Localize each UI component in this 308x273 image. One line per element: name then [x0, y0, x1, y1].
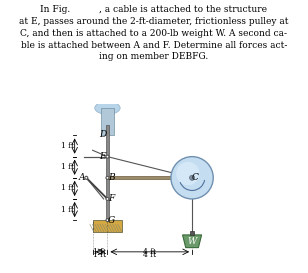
Polygon shape	[183, 235, 202, 248]
Bar	[107, 176, 192, 179]
Circle shape	[106, 155, 109, 158]
Circle shape	[171, 157, 213, 199]
Text: C: C	[192, 173, 199, 182]
Text: B: B	[108, 173, 115, 182]
Circle shape	[106, 219, 109, 222]
Text: G: G	[107, 216, 115, 225]
Ellipse shape	[95, 102, 120, 114]
Text: E: E	[99, 152, 106, 161]
Circle shape	[176, 162, 200, 185]
Circle shape	[189, 175, 195, 180]
Bar	[93, 220, 122, 232]
Text: 1 ft: 1 ft	[61, 184, 74, 192]
Circle shape	[85, 176, 88, 179]
Text: In Fig.          , a cable is attached to the structure
at E, passes around the : In Fig. , a cable is attached to the str…	[19, 5, 289, 61]
Circle shape	[106, 197, 109, 200]
Text: 1 ft: 1 ft	[61, 142, 74, 150]
Text: 1 ft: 1 ft	[61, 206, 74, 213]
FancyBboxPatch shape	[101, 108, 114, 135]
Circle shape	[106, 176, 109, 179]
Text: W: W	[188, 237, 197, 246]
Bar	[190, 231, 194, 235]
Text: 1 ft: 1 ft	[94, 248, 107, 256]
Text: 4 ft: 4 ft	[143, 251, 156, 259]
Text: 4 ft: 4 ft	[143, 248, 156, 256]
Text: 1 ft: 1 ft	[94, 251, 107, 259]
Text: 1 ft: 1 ft	[61, 163, 74, 171]
Bar	[106, 125, 109, 220]
Text: F: F	[108, 194, 114, 203]
Text: D: D	[99, 130, 107, 139]
Text: A: A	[79, 173, 85, 182]
